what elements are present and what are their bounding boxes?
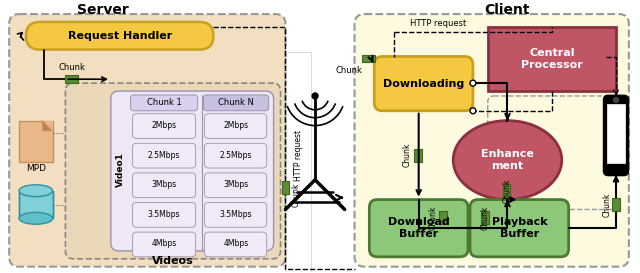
Text: 3Mbps: 3Mbps [223,180,249,189]
Bar [612,198,620,211]
FancyBboxPatch shape [374,57,473,111]
Bar [65,75,77,83]
Text: Server: Server [77,3,129,17]
FancyBboxPatch shape [9,14,285,267]
Bar [607,104,625,163]
Text: 3Mbps: 3Mbps [152,180,177,189]
FancyBboxPatch shape [604,96,628,175]
FancyBboxPatch shape [205,143,267,168]
Text: 2Mbps: 2Mbps [152,121,177,130]
FancyBboxPatch shape [26,22,213,50]
FancyBboxPatch shape [132,232,196,257]
FancyBboxPatch shape [111,91,274,251]
Text: Chunk N: Chunk N [218,98,254,107]
FancyBboxPatch shape [205,203,267,227]
Circle shape [614,97,618,102]
Text: Client: Client [484,3,530,17]
FancyBboxPatch shape [132,114,196,138]
Text: Central
Processor: Central Processor [521,48,583,70]
FancyBboxPatch shape [205,232,267,257]
Text: HTTP request: HTTP request [294,130,303,181]
Text: Download
Buffer: Download Buffer [388,217,449,239]
Text: Chunk: Chunk [480,205,490,230]
Polygon shape [43,121,52,130]
Text: Request Handler: Request Handler [68,31,172,41]
Text: Chunk: Chunk [403,143,412,167]
FancyBboxPatch shape [470,200,569,257]
Text: 3.5Mbps: 3.5Mbps [148,210,180,219]
Text: MPD: MPD [26,165,46,173]
Bar [19,121,52,162]
Circle shape [470,80,476,86]
FancyBboxPatch shape [132,143,196,168]
Text: Enhance
ment: Enhance ment [481,149,534,171]
Polygon shape [43,121,52,130]
Bar [481,211,489,224]
FancyBboxPatch shape [132,173,196,198]
FancyBboxPatch shape [132,203,196,227]
Bar [287,52,311,273]
Text: Playback
Buffer: Playback Buffer [492,217,547,239]
Text: Downloading: Downloading [383,79,464,89]
Bar [413,149,422,162]
Ellipse shape [453,121,562,200]
Text: 2Mbps: 2Mbps [223,121,249,130]
Bar [440,211,447,224]
FancyBboxPatch shape [355,14,629,267]
Text: 4Mbps: 4Mbps [223,239,249,248]
Text: Chunk: Chunk [58,63,85,72]
Bar [19,191,52,218]
Text: Chunk: Chunk [335,66,362,75]
Text: Chunk 1: Chunk 1 [147,98,182,107]
Text: Chunk: Chunk [429,205,438,230]
Text: HTTP request: HTTP request [410,19,467,28]
FancyBboxPatch shape [205,114,267,138]
Text: Chunk: Chunk [292,182,301,207]
Text: Chunk: Chunk [503,179,512,203]
Bar [282,181,289,194]
Ellipse shape [19,212,52,224]
FancyBboxPatch shape [204,95,269,111]
Text: 2.5Mbps: 2.5Mbps [220,151,252,160]
FancyBboxPatch shape [131,95,198,111]
Text: Video1: Video1 [116,153,125,187]
Bar [502,184,511,197]
Text: Chunk: Chunk [603,192,612,217]
Text: Videos: Videos [152,256,194,266]
Circle shape [312,93,318,99]
Bar [488,27,616,91]
Ellipse shape [19,185,52,197]
Text: 2.5Mbps: 2.5Mbps [148,151,180,160]
FancyBboxPatch shape [65,83,280,259]
FancyBboxPatch shape [369,200,468,257]
Text: 4Mbps: 4Mbps [152,239,177,248]
Circle shape [470,108,476,114]
Bar [362,55,375,63]
Text: 3.5Mbps: 3.5Mbps [220,210,252,219]
FancyBboxPatch shape [205,173,267,198]
